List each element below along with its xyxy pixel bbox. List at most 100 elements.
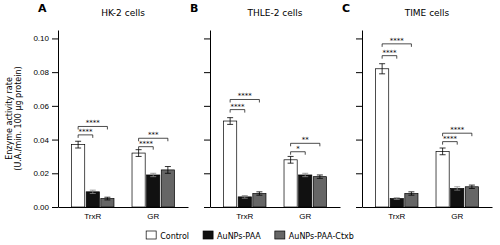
x-tick: TrxR	[84, 207, 101, 221]
legend-swatch	[146, 231, 156, 239]
y-tick-mark	[204, 207, 210, 208]
y-tick-mark	[356, 140, 362, 141]
bar	[161, 170, 174, 207]
x-tick-label: TrxR	[236, 212, 253, 221]
y-tick-mark	[52, 173, 58, 174]
series	[253, 175, 327, 207]
y-tick-label: 0.10	[33, 34, 49, 43]
bar	[72, 145, 85, 207]
bar	[313, 177, 326, 207]
y-axis: 0.000.020.040.060.080.10	[33, 31, 58, 213]
y-axis-line	[210, 31, 211, 208]
legend-label: AuNPs-PAA-Ctxb	[289, 232, 354, 241]
y-tick-mark	[52, 140, 58, 141]
x-tick-label: TrxR	[388, 212, 405, 221]
significance-label: ****	[238, 92, 253, 100]
x-tick: TrxR	[236, 207, 253, 221]
bar	[284, 160, 297, 207]
y-tick-mark	[356, 106, 362, 107]
series	[405, 185, 479, 207]
y-tick: 0.02	[33, 169, 58, 178]
y-tick-mark	[356, 173, 362, 174]
error-bar	[408, 192, 414, 195]
significance-label: **	[302, 136, 310, 144]
x-axis: TrxR GR	[59, 207, 189, 221]
y-tick-mark	[204, 173, 210, 174]
y-tick-mark	[52, 72, 58, 73]
error-bar	[90, 190, 96, 193]
y-tick: 0.08	[33, 68, 58, 77]
y-tick-mark	[204, 106, 210, 107]
legend-swatch	[203, 231, 213, 239]
y-axis-line	[58, 31, 59, 208]
y-tick	[204, 140, 210, 141]
bar	[390, 199, 403, 207]
x-tick: TrxR	[388, 207, 405, 221]
series	[72, 141, 146, 207]
legend-swatch	[275, 231, 285, 239]
y-tick	[204, 207, 210, 208]
error-bar	[136, 150, 142, 157]
legend-item: AuNPs-PAA	[203, 231, 261, 241]
y-tick: 0.04	[33, 136, 58, 145]
annotations: ***********	[230, 92, 320, 154]
panel-title: TIME cells	[404, 8, 450, 18]
y-tick-mark	[52, 106, 58, 107]
y-tick-mark	[204, 72, 210, 73]
panel: TrxRGR***********THLE-2 cellsB	[190, 2, 341, 221]
y-axis-title-line: Enzyme activity rate	[5, 77, 14, 160]
y-tick: 0.10	[33, 34, 58, 43]
x-axis: TrxRGR	[211, 207, 341, 221]
significance-label: ****	[443, 135, 458, 143]
x-tick-label: GR	[451, 212, 463, 221]
y-tick-mark	[356, 72, 362, 73]
bar	[451, 188, 464, 207]
x-tick-label: TrxR	[84, 212, 101, 221]
series	[238, 173, 312, 207]
plot-area	[224, 118, 327, 207]
x-tick: GR	[451, 207, 463, 221]
x-tick-label: GR	[147, 212, 159, 221]
y-tick: 0.06	[33, 102, 58, 111]
error-bar	[379, 64, 385, 74]
series	[224, 118, 298, 207]
significance-label: ****	[450, 126, 465, 134]
x-tick: GR	[147, 207, 159, 221]
y-tick	[204, 106, 210, 107]
error-bar	[227, 118, 233, 125]
significance-label: ****	[78, 128, 93, 136]
bar	[376, 69, 389, 207]
y-axis-title: Enzyme activity rate(U.A./min. 100 µg pr…	[5, 66, 23, 170]
panel-title: THLE-2 cells	[247, 8, 303, 18]
bar	[436, 151, 449, 207]
significance-label: ****	[139, 140, 154, 148]
y-tick-mark	[52, 207, 58, 208]
y-tick	[356, 38, 362, 39]
error-bar	[317, 175, 323, 178]
y-axis-line	[362, 31, 363, 208]
error-bar	[75, 141, 81, 148]
error-bar	[256, 192, 262, 195]
bar	[86, 192, 99, 207]
panel-label: C	[342, 2, 350, 15]
panel: TrxRGR****************TIME cellsC	[342, 2, 493, 221]
series	[376, 64, 450, 207]
y-tick-mark	[356, 207, 362, 208]
error-bar	[469, 185, 475, 188]
error-bar	[394, 198, 400, 200]
legend-label: Control	[160, 232, 189, 241]
plot-area	[72, 141, 175, 207]
y-tick-mark	[204, 38, 210, 39]
significance-label: *	[296, 145, 300, 153]
y-axis	[204, 31, 211, 208]
series	[390, 187, 464, 207]
series	[86, 173, 160, 207]
chart: 0.000.020.040.060.080.10TrxRGR**********…	[0, 0, 500, 245]
error-bar	[454, 187, 460, 190]
error-bar	[242, 196, 248, 199]
y-tick-mark	[204, 140, 210, 141]
error-bar	[440, 148, 446, 155]
x-axis-line	[363, 207, 493, 208]
y-axis-title-line: (U.A./min. 100 µg protein)	[14, 66, 23, 170]
y-tick-mark	[356, 38, 362, 39]
